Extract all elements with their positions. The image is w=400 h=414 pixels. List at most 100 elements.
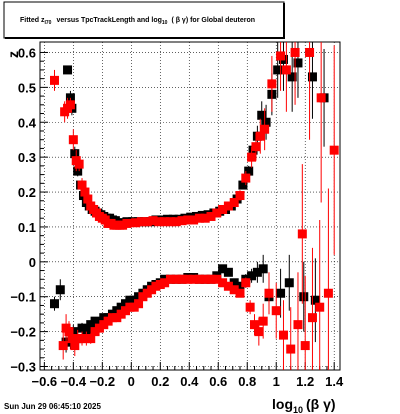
data-point [200, 274, 210, 284]
data-point [67, 334, 77, 344]
data-point [194, 213, 204, 223]
data-point [281, 65, 291, 75]
data-point [316, 93, 326, 103]
data-point [264, 288, 274, 298]
y-tick-label: 0.5 [18, 80, 36, 95]
x-tick-label: 0.4 [180, 374, 199, 389]
x-tick-label: −0.4 [60, 374, 86, 389]
data-point [297, 229, 307, 239]
x-axis-title-tail: (β γ) [306, 396, 336, 412]
title-sub: I70 [45, 20, 52, 26]
data-point [73, 166, 83, 176]
data-point [310, 295, 320, 305]
x-tick-label: 1.2 [296, 374, 314, 389]
data-point [300, 341, 310, 351]
data-point [171, 274, 181, 284]
data-point [49, 299, 59, 309]
data-point [251, 142, 261, 152]
data-point [131, 218, 141, 228]
data-point [171, 217, 181, 227]
data-point [287, 72, 297, 82]
data-point [305, 47, 315, 57]
data-point [299, 292, 309, 302]
title-main: Fitted z [20, 17, 45, 24]
data-point [241, 173, 251, 183]
y-tick-label: −0.2 [10, 325, 36, 340]
data-point [189, 215, 199, 225]
data-point [218, 278, 228, 288]
x-tick-label: 0.6 [209, 374, 227, 389]
data-point [252, 267, 262, 277]
data-point [80, 187, 90, 197]
data-point [183, 215, 193, 225]
data-point [74, 159, 84, 169]
data-point [267, 79, 277, 89]
data-point [276, 288, 286, 298]
axis-ticks [40, 51, 335, 370]
y-tick-label: 0.3 [18, 150, 36, 165]
data-point [77, 180, 87, 190]
title-rest: versus TpcTrackLength and log [56, 17, 161, 24]
data-point [160, 217, 170, 227]
y-tick-label: 0.6 [18, 45, 36, 60]
data-point [247, 152, 257, 162]
x-axis-title: log10 (β γ) [272, 396, 336, 414]
data-point [235, 281, 245, 291]
data-point [212, 208, 222, 218]
data-point [329, 145, 339, 155]
data-point [177, 216, 187, 226]
data-point [200, 213, 210, 223]
x-tick-label: 0 [128, 374, 135, 389]
data-point [258, 316, 268, 326]
x-tick-label: −0.2 [89, 374, 115, 389]
x-axis-title-sub: 10 [293, 405, 303, 414]
y-axis-title: z [5, 51, 21, 58]
data-point [68, 135, 78, 145]
data-point [229, 278, 239, 288]
x-tick-label: 1.4 [325, 374, 344, 389]
x-tick-labels: −0.6 −0.4 −0.2 0 0.2 0.4 0.6 0.8 1 1.2 1.4 [32, 374, 344, 389]
data-point [194, 274, 204, 284]
data-point [271, 306, 281, 316]
data-point [70, 341, 80, 351]
data-point [315, 302, 325, 312]
y-tick-label: 0.2 [18, 185, 36, 200]
y-tick-label: −0.1 [10, 290, 36, 305]
footer-timestamp: Sun Jun 29 06:45:10 2025 [4, 402, 101, 411]
x-tick-label: 0.2 [151, 374, 169, 389]
data-series [49, 42, 339, 370]
data-point [293, 320, 303, 330]
data-point [134, 299, 144, 309]
data-point [136, 217, 146, 227]
data-point [307, 313, 317, 323]
x-tick-label: 0.8 [238, 374, 256, 389]
data-point [307, 72, 317, 82]
data-point [260, 124, 270, 134]
data-point [86, 334, 96, 344]
data-point [293, 58, 303, 68]
data-point [154, 217, 164, 227]
data-point [249, 320, 259, 330]
data-point [241, 278, 251, 288]
series-1 [49, 42, 339, 370]
data-point [229, 285, 239, 295]
data-point [218, 264, 228, 274]
data-point [63, 65, 73, 75]
data-point [235, 288, 245, 298]
data-point [64, 327, 74, 337]
data-point [206, 211, 216, 221]
data-point [142, 217, 152, 227]
data-point [273, 65, 283, 75]
data-point [183, 274, 193, 284]
data-point [229, 198, 239, 208]
data-point [290, 47, 300, 57]
data-point [276, 51, 286, 61]
data-point [261, 117, 271, 127]
data-point [223, 281, 233, 291]
data-point [160, 278, 170, 288]
plot-frame [39, 41, 341, 371]
data-point [245, 302, 255, 312]
x-axis-title-main: log [272, 396, 293, 412]
